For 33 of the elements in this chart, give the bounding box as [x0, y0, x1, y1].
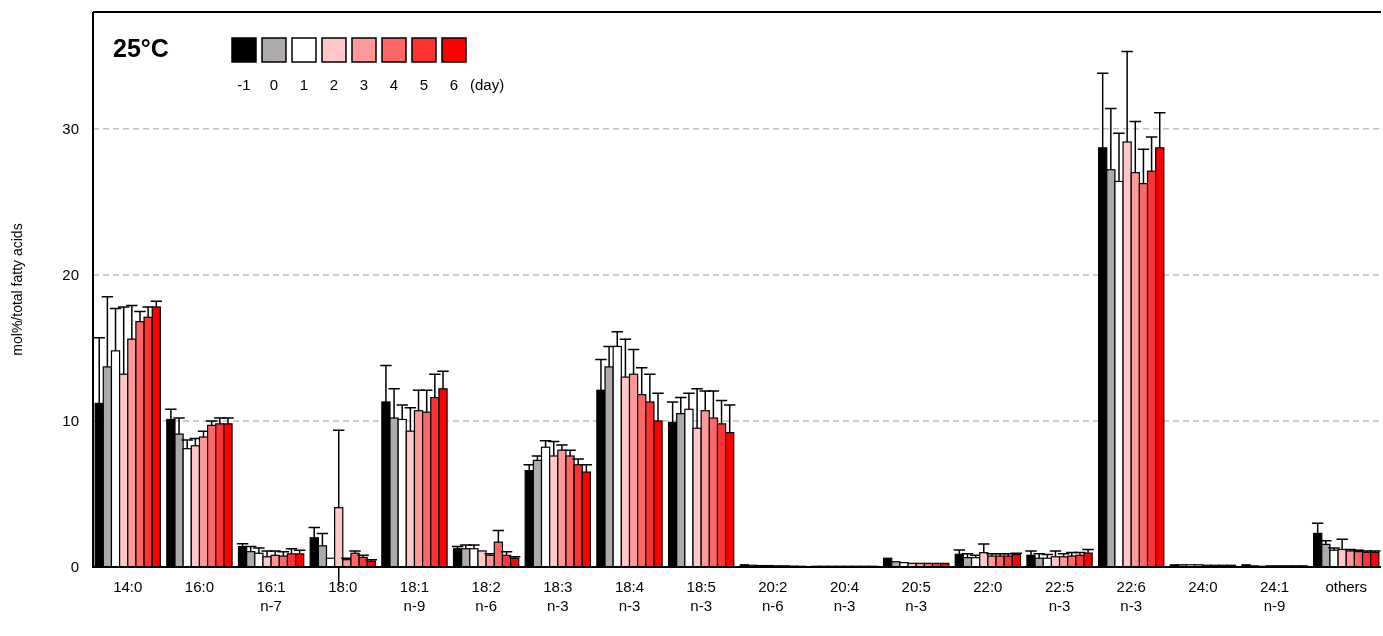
legend-label: 5: [419, 76, 429, 93]
x-tick-label: others: [1325, 578, 1368, 595]
x-tick-label: 20:2 n-6: [758, 578, 788, 614]
x-tick-label: 18:4 n-3: [614, 578, 645, 614]
x-tick-label: 18:2 n-6: [471, 578, 501, 614]
x-tick-label: 18:0: [328, 578, 358, 595]
x-tick-label: 22:0: [973, 578, 1003, 595]
legend-label: 1: [299, 76, 309, 93]
x-tick-label: 14:0: [113, 578, 143, 595]
x-tick-label: 18:5 n-3: [686, 578, 716, 614]
x-tick-label: 20:4 n-3: [829, 578, 860, 614]
x-tick-label: 20:5 n-3: [901, 578, 931, 614]
x-tick-label: 16:0: [184, 578, 215, 595]
y-tick-label: 10: [62, 412, 79, 430]
legend-title: (day): [470, 76, 505, 93]
x-tick-label: 16:1 n-7: [256, 578, 286, 614]
legend-label: 4: [389, 76, 399, 93]
legend-label: 6: [449, 76, 459, 93]
x-tick-label: 24:0: [1188, 578, 1218, 595]
y-axis-title: mol%/total fatty acids: [9, 223, 25, 356]
y-tick-label: 0: [70, 558, 79, 576]
x-tick-label: 22:6 n-3: [1116, 578, 1146, 614]
x-tick-label: 22:5 n-3: [1044, 578, 1075, 614]
x-tick-label: 18:1 n-9: [399, 578, 430, 614]
y-tick-label: 20: [62, 266, 79, 284]
legend-label: 3: [359, 76, 369, 93]
legend-label: 0: [269, 76, 279, 93]
legend-label: -1: [237, 76, 251, 93]
text: 25°C: [113, 34, 169, 62]
x-tick-label: 18:3 n-3: [543, 578, 573, 614]
legend-label: 2: [329, 76, 339, 93]
x-tick-label: 24:1 n-9: [1259, 578, 1290, 614]
y-tick-label: 30: [62, 120, 79, 138]
